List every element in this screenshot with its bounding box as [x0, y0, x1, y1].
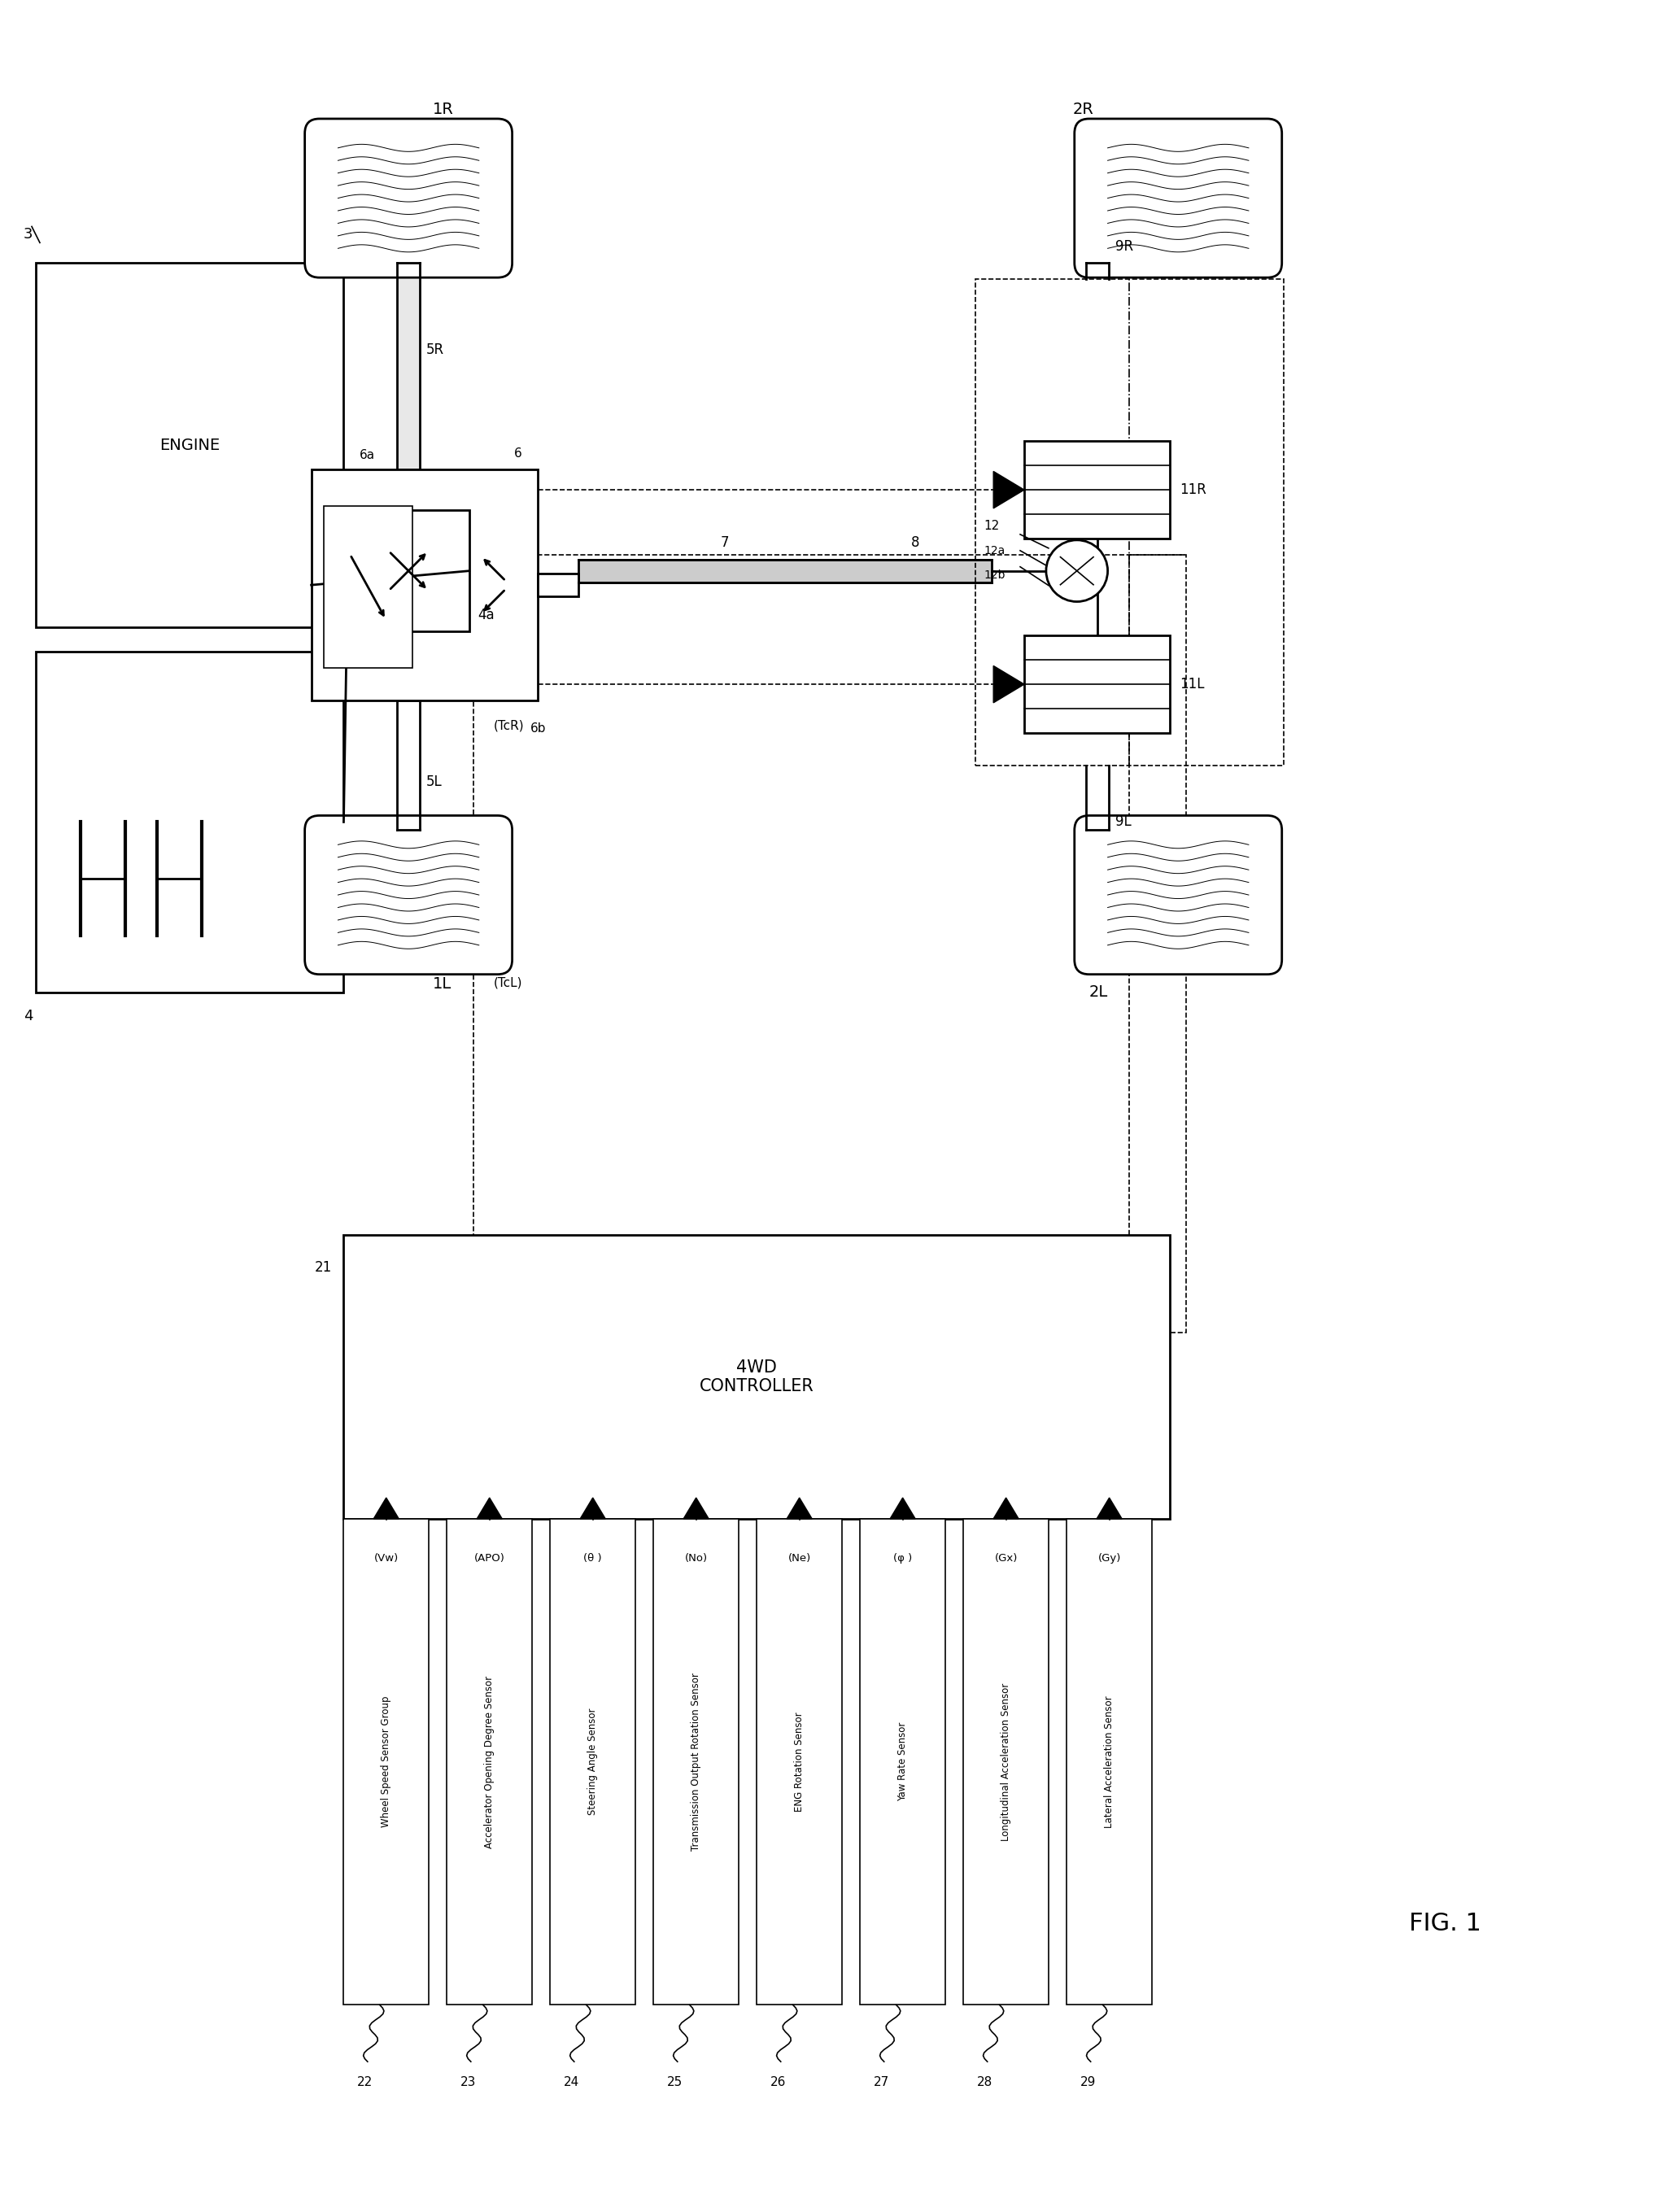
Text: Longitudinal Acceleration Sensor: Longitudinal Acceleration Sensor — [1001, 1683, 1010, 1840]
Bar — [1067, 1520, 1152, 2004]
Bar — [976, 279, 1283, 765]
Text: 10: 10 — [1142, 449, 1158, 465]
Text: 1L: 1L — [432, 975, 452, 991]
FancyBboxPatch shape — [304, 816, 512, 973]
Text: ENGINE: ENGINE — [160, 438, 219, 453]
Text: 29: 29 — [1080, 2075, 1097, 2088]
Text: (Ne): (Ne) — [788, 1553, 811, 1564]
Polygon shape — [786, 1498, 813, 1520]
Text: 6: 6 — [514, 447, 522, 460]
Text: Transmission Output Rotation Sensor: Transmission Output Rotation Sensor — [691, 1672, 701, 1851]
Bar — [447, 1520, 532, 2004]
Text: 12a: 12a — [984, 544, 1006, 555]
Bar — [578, 560, 992, 582]
Text: 28: 28 — [977, 2075, 992, 2088]
Text: (APO): (APO) — [474, 1553, 505, 1564]
Text: 9R: 9R — [1115, 239, 1133, 254]
Bar — [861, 1520, 946, 2004]
Bar — [756, 1520, 843, 2004]
Bar — [37, 653, 344, 993]
Text: Lateral Acceleration Sensor: Lateral Acceleration Sensor — [1104, 1697, 1115, 1827]
FancyBboxPatch shape — [1074, 816, 1281, 973]
Text: (Gx): (Gx) — [994, 1553, 1017, 1564]
Bar — [1024, 440, 1170, 538]
Bar — [550, 1520, 635, 2004]
Text: 7: 7 — [720, 535, 730, 551]
Bar — [653, 1520, 738, 2004]
Text: 22: 22 — [357, 2075, 372, 2088]
Text: Yaw Rate Sensor: Yaw Rate Sensor — [897, 1723, 907, 1801]
Text: 3: 3 — [23, 228, 33, 241]
Text: (No): (No) — [685, 1553, 708, 1564]
Text: 4: 4 — [23, 1009, 33, 1024]
Bar — [474, 555, 1187, 1332]
Polygon shape — [477, 1498, 502, 1520]
Text: FIG. 1: FIG. 1 — [1409, 1911, 1483, 1936]
Text: Steering Angle Sensor: Steering Angle Sensor — [587, 1708, 598, 1816]
Text: 4WD
CONTROLLER: 4WD CONTROLLER — [700, 1360, 814, 1394]
Text: 27: 27 — [874, 2075, 889, 2088]
Text: 5L: 5L — [427, 774, 442, 790]
Bar — [344, 1234, 1170, 1520]
Polygon shape — [994, 1498, 1019, 1520]
Text: (Vw): (Vw) — [374, 1553, 399, 1564]
Text: 11L: 11L — [1180, 677, 1205, 692]
Text: 25: 25 — [666, 2075, 683, 2088]
Text: (θ ): (θ ) — [583, 1553, 602, 1564]
Bar — [397, 263, 420, 469]
Text: Accelerator Opening Degree Sensor: Accelerator Opening Degree Sensor — [484, 1674, 495, 1849]
Text: (TcL): (TcL) — [494, 975, 522, 989]
Text: ENG Rotation Sensor: ENG Rotation Sensor — [794, 1712, 804, 1812]
Text: 8: 8 — [911, 535, 919, 551]
Text: 11R: 11R — [1180, 482, 1207, 498]
Text: 24: 24 — [563, 2075, 580, 2088]
Text: 6b: 6b — [530, 723, 545, 734]
Circle shape — [1045, 540, 1107, 602]
Text: 4a: 4a — [477, 608, 494, 624]
Text: 1R: 1R — [432, 102, 454, 117]
Bar — [1024, 635, 1170, 732]
Text: 23: 23 — [460, 2075, 477, 2088]
Bar — [538, 573, 578, 597]
Text: 2L: 2L — [1089, 984, 1109, 1000]
Text: 21: 21 — [314, 1261, 331, 1274]
Text: (φ ): (φ ) — [892, 1553, 912, 1564]
Bar — [964, 1520, 1049, 2004]
Text: 2R: 2R — [1074, 102, 1094, 117]
Text: 5R: 5R — [427, 343, 444, 358]
Polygon shape — [374, 1498, 399, 1520]
Text: (Gy): (Gy) — [1099, 1553, 1120, 1564]
Text: (TcR): (TcR) — [494, 719, 524, 732]
Bar — [347, 511, 469, 633]
Polygon shape — [580, 1498, 605, 1520]
Polygon shape — [891, 1498, 916, 1520]
Text: 12: 12 — [984, 520, 999, 533]
Polygon shape — [1097, 1498, 1122, 1520]
Text: 12b: 12b — [984, 568, 1006, 580]
Text: 9L: 9L — [1115, 814, 1132, 830]
Text: 6a: 6a — [361, 449, 376, 460]
FancyBboxPatch shape — [304, 119, 512, 276]
Text: Wheel Speed Sensor Group: Wheel Speed Sensor Group — [381, 1697, 392, 1827]
FancyBboxPatch shape — [1074, 119, 1281, 276]
Bar — [37, 263, 344, 628]
Bar — [344, 1520, 429, 2004]
Bar — [324, 507, 412, 668]
Polygon shape — [683, 1498, 708, 1520]
Polygon shape — [994, 471, 1024, 509]
Polygon shape — [994, 666, 1024, 703]
Bar — [311, 469, 538, 701]
Text: 26: 26 — [771, 2075, 786, 2088]
